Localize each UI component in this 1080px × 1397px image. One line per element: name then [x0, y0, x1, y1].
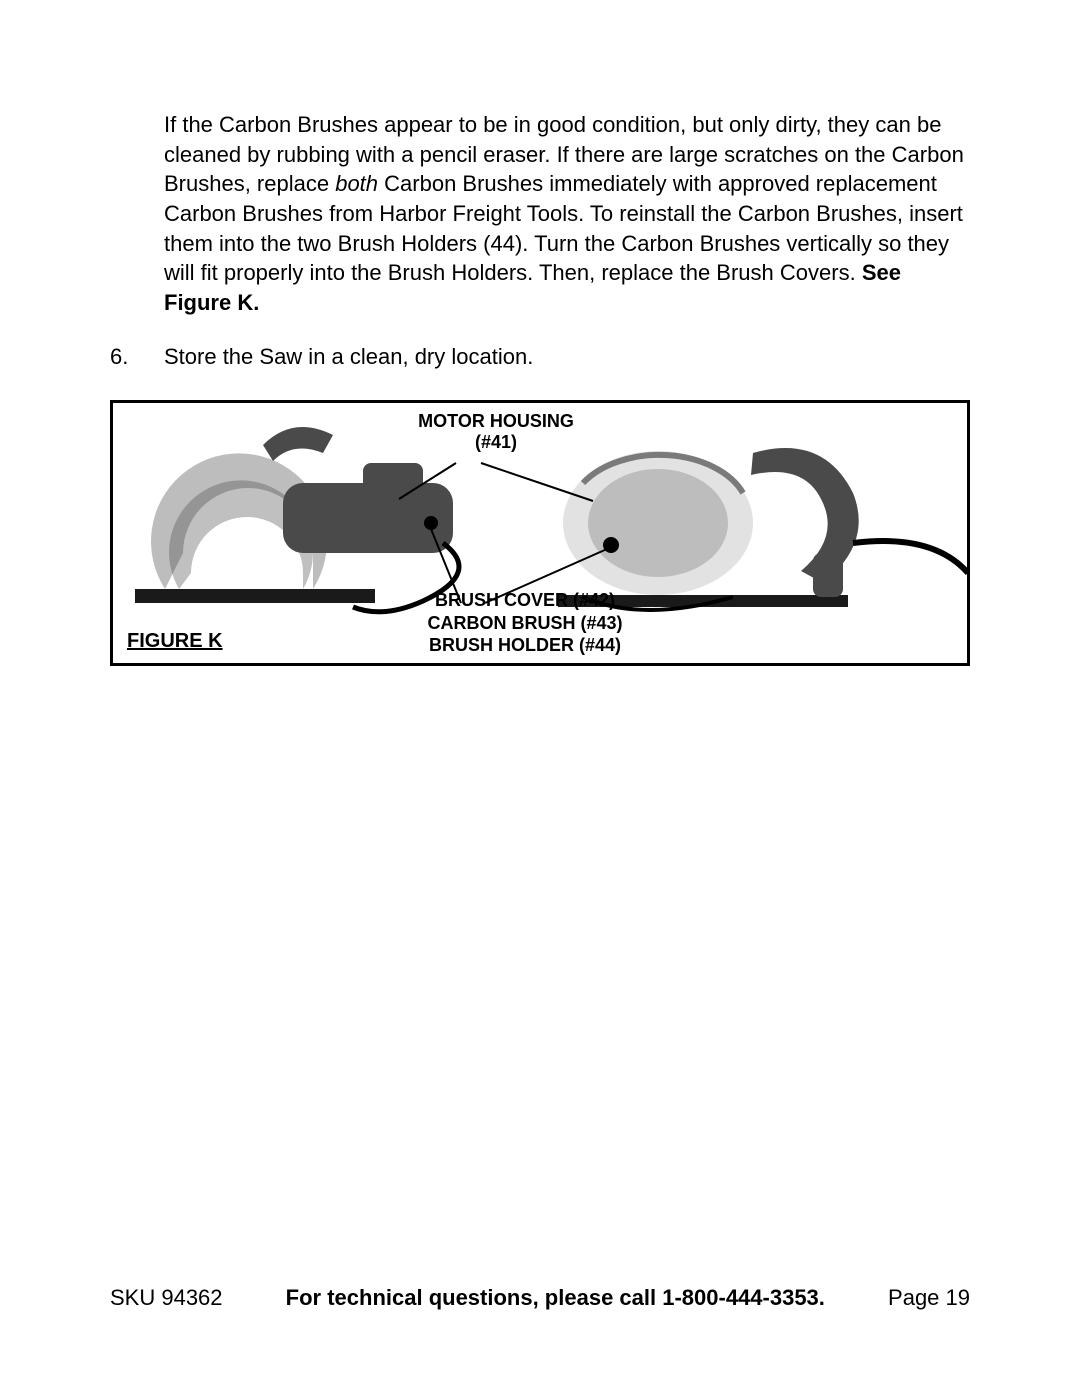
list-number: 6. [110, 342, 136, 372]
footer: SKU 94362 For technical questions, pleas… [0, 1285, 1080, 1311]
list-text: Store the Saw in a clean, dry location. [164, 342, 533, 372]
figure-k: MOTOR HOUSING (#41) BRUSH COVER (#42) CA… [110, 400, 970, 666]
footer-sku: SKU 94362 [110, 1285, 223, 1311]
label-brush-stack: BRUSH COVER (#42) CARBON BRUSH (#43) BRU… [395, 589, 655, 657]
label-motor-housing-l1: MOTOR HOUSING [401, 411, 591, 432]
label-motor-housing-l2: (#41) [401, 432, 591, 453]
label-carbon-brush: CARBON BRUSH (#43) [395, 612, 655, 635]
para1-em: both [335, 171, 378, 196]
label-brush-cover: BRUSH COVER (#42) [395, 589, 655, 612]
figure-title: FIGURE K [127, 630, 223, 653]
paragraph-carbon-brushes: If the Carbon Brushes appear to be in go… [164, 110, 970, 318]
page: If the Carbon Brushes appear to be in go… [0, 0, 1080, 1397]
label-motor-housing: MOTOR HOUSING (#41) [401, 411, 591, 453]
label-brush-holder: BRUSH HOLDER (#44) [395, 634, 655, 657]
footer-support: For technical questions, please call 1-8… [286, 1285, 825, 1311]
footer-page: Page 19 [888, 1285, 970, 1311]
list-item-6: 6. Store the Saw in a clean, dry locatio… [110, 342, 970, 372]
